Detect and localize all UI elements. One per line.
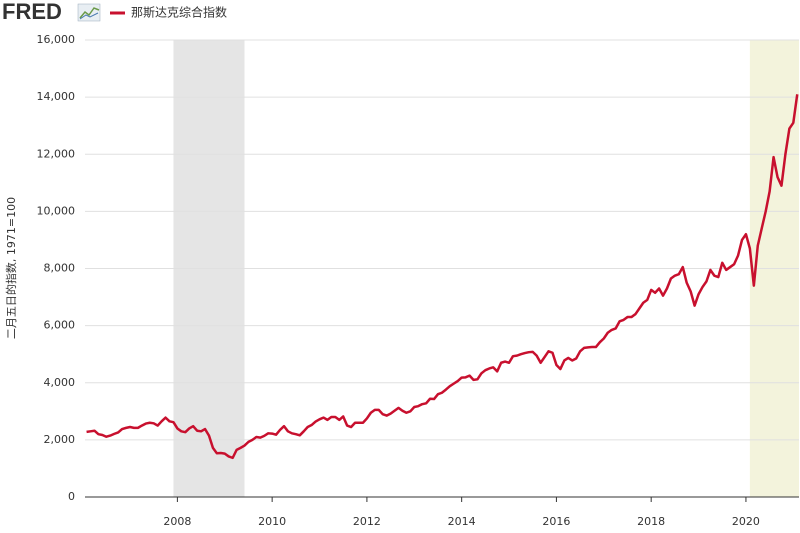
- y-tick-label: 12,000: [37, 147, 76, 160]
- x-tick-label: 2010: [258, 515, 286, 528]
- x-tick-label: 2012: [353, 515, 381, 528]
- y-tick-label: 14,000: [37, 90, 76, 103]
- y-tick-label: 4,000: [44, 376, 76, 389]
- y-tick-label: 2,000: [44, 433, 76, 446]
- x-tick-label: 2016: [542, 515, 570, 528]
- logo-icon: [77, 3, 101, 22]
- x-tick-label: 2014: [448, 515, 476, 528]
- x-tick-label: 2018: [637, 515, 665, 528]
- legend-label: 那斯达克综合指数: [131, 5, 227, 20]
- y-tick-label: 16,000: [37, 33, 76, 46]
- y-tick-label: 10,000: [37, 204, 76, 217]
- x-tick-label: 2008: [163, 515, 191, 528]
- y-tick-label: 8,000: [44, 262, 76, 275]
- y-tick-label: 0: [68, 490, 75, 503]
- x-tick-label: 2020: [732, 515, 760, 528]
- line-series: [86, 94, 799, 460]
- fred-logo: FRED: [2, 0, 62, 24]
- y-tick-label: 6,000: [44, 319, 76, 332]
- y-axis-label: 二月五日的指数, 1971=100: [4, 197, 18, 339]
